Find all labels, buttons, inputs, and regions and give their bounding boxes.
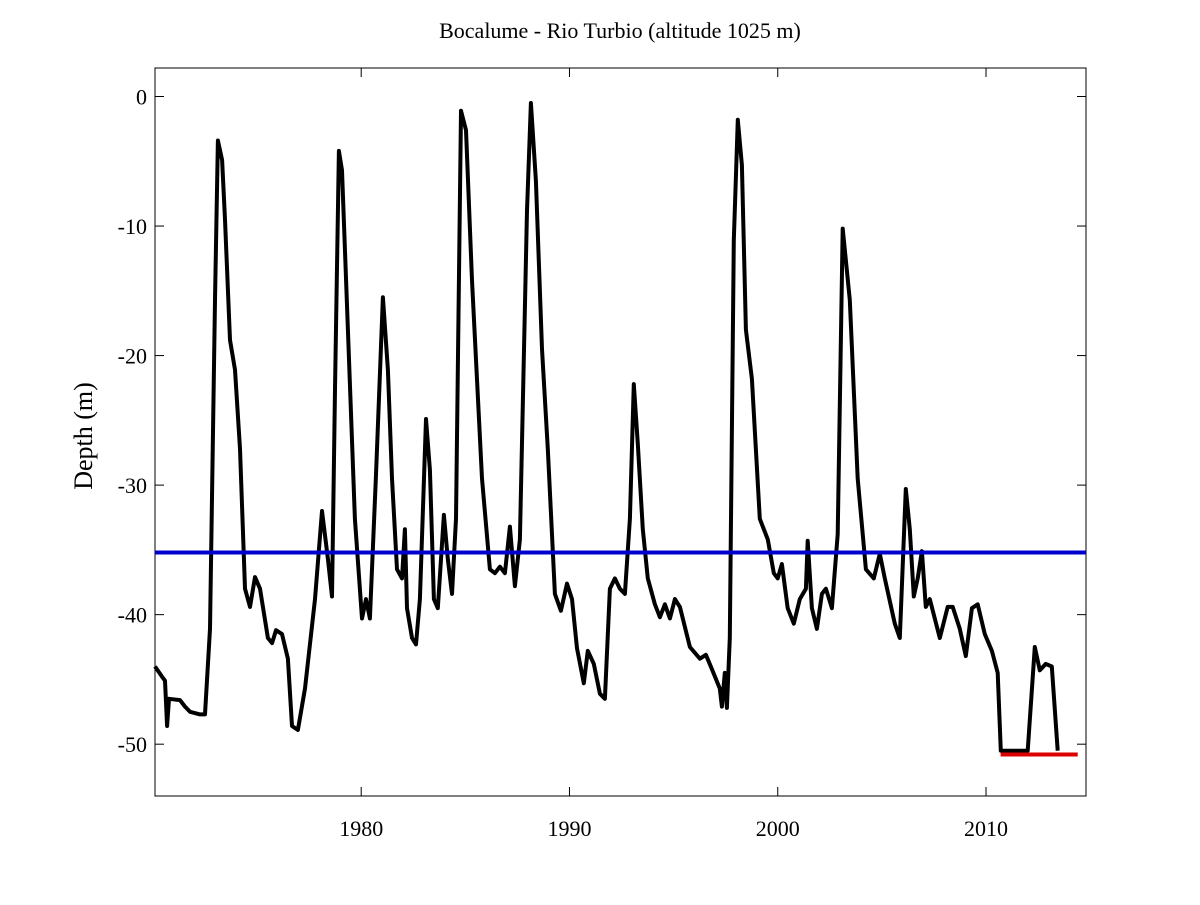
chart-title: Bocalume - Rio Turbio (altitude 1025 m) xyxy=(439,18,801,43)
y-tick-label: -50 xyxy=(118,732,147,757)
line-series xyxy=(153,101,1060,753)
x-tick-label: 1980 xyxy=(339,816,383,841)
y-tick-label: -40 xyxy=(118,603,147,628)
x-tick-label: 2010 xyxy=(964,816,1008,841)
y-tick-label: -10 xyxy=(118,214,147,239)
y-tick-label: -30 xyxy=(118,473,147,498)
y-tick-label: -20 xyxy=(118,344,147,369)
x-tick-label: 2000 xyxy=(756,816,800,841)
x-tick-label: 1990 xyxy=(547,816,591,841)
y-tick-label: 0 xyxy=(136,84,147,109)
plot-frame xyxy=(154,67,1087,797)
y-axis-label: Depth (m) xyxy=(69,382,98,490)
